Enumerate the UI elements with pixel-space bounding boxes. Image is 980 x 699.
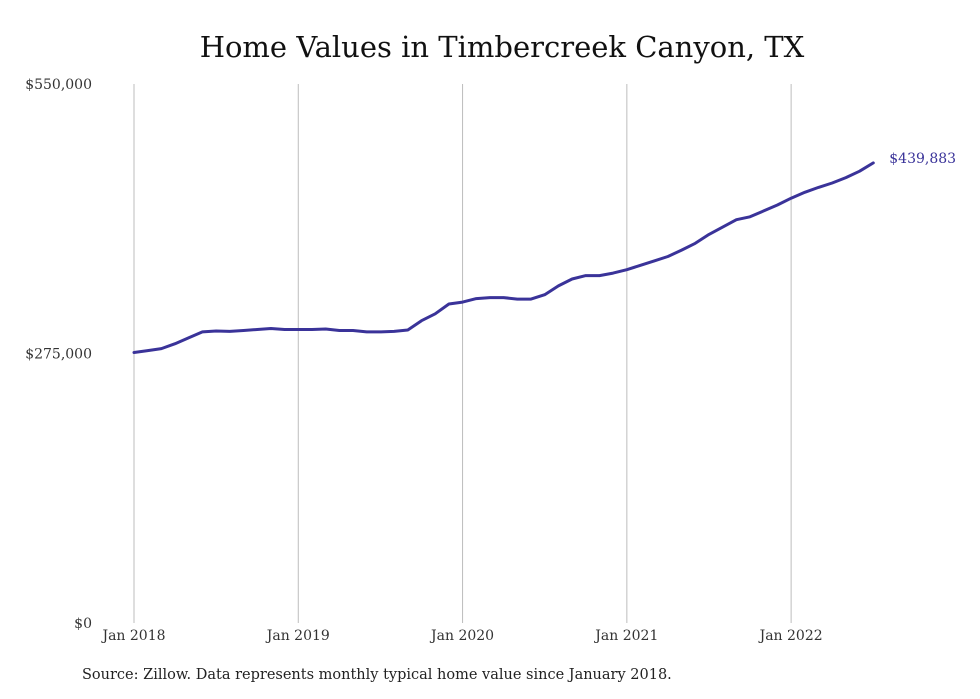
x-tick-label: Jan 2022 (758, 628, 823, 644)
gridlines (133, 84, 792, 623)
x-tick-label: Jan 2018 (100, 628, 165, 644)
source-note: Source: Zillow. Data represents monthly … (82, 667, 672, 683)
x-tick-label: Jan 2019 (265, 628, 330, 644)
end-value-label: $439,883 (889, 151, 956, 167)
series-layer (132, 161, 875, 354)
data-labels: $439,883 (889, 151, 956, 167)
y-tick-label: $550,000 (25, 77, 92, 93)
y-tick-label: $0 (74, 616, 92, 632)
chart-title: Home Values in Timbercreek Canyon, TX (199, 30, 805, 64)
y-tick-label: $275,000 (25, 347, 92, 363)
x-tick-label: Jan 2020 (429, 628, 494, 644)
series-line (132, 161, 875, 354)
x-axis-ticks: Jan 2018 Jan 2019 Jan 2020 Jan 2021 Jan 2022 (100, 628, 822, 644)
y-axis-ticks: $0 $275,000 $550,000 (25, 77, 92, 632)
x-tick-label: Jan 2021 (593, 628, 658, 644)
